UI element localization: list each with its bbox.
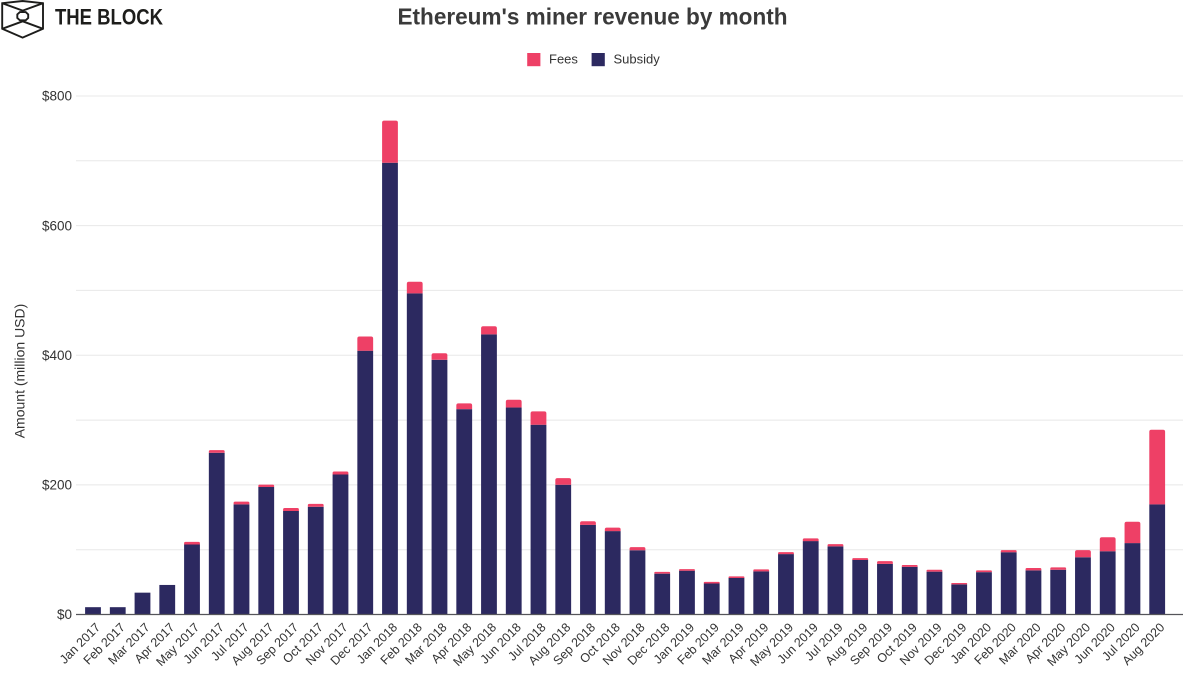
svg-text:Amount (million USD): Amount (million USD) — [12, 304, 28, 439]
svg-text:$200: $200 — [42, 478, 72, 493]
svg-text:$400: $400 — [42, 348, 72, 363]
svg-text:$0: $0 — [57, 607, 72, 622]
svg-text:$600: $600 — [42, 218, 72, 233]
svg-text:Fees: Fees — [549, 52, 578, 67]
svg-text:THE BLOCK: THE BLOCK — [55, 5, 164, 30]
svg-text:$800: $800 — [42, 89, 72, 104]
svg-text:Ethereum's miner revenue by mo: Ethereum's miner revenue by month — [398, 4, 788, 30]
svg-text:Subsidy: Subsidy — [614, 52, 661, 67]
